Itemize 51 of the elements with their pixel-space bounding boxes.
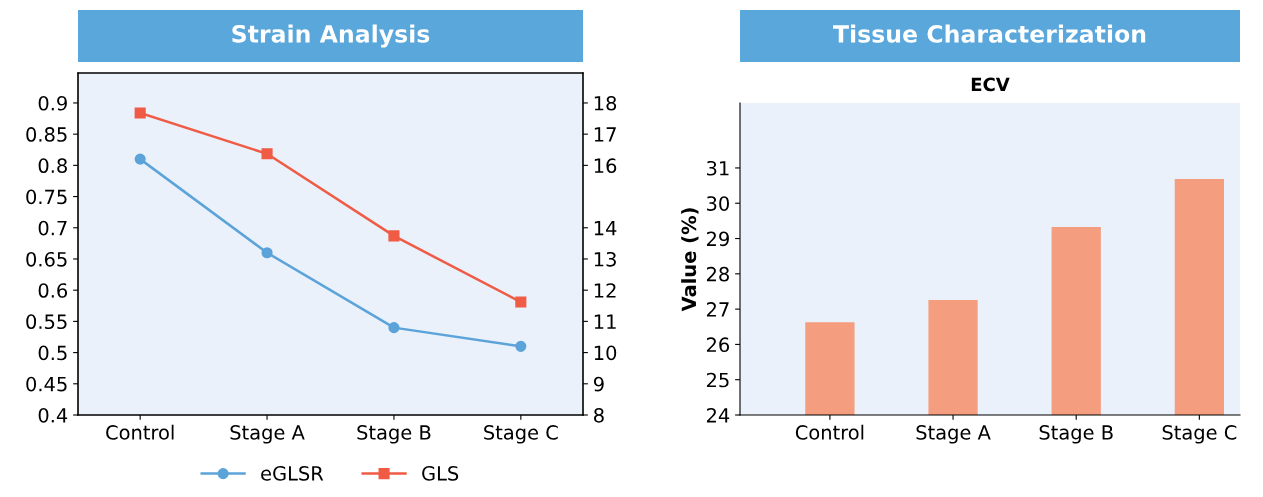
y-tick-label: 31 [707, 160, 729, 176]
y-tick-label: 0.4 [38, 407, 68, 423]
y-tick-label: 25 [706, 372, 729, 388]
y2-tick-label: 8 [594, 407, 604, 423]
point [134, 107, 146, 119]
y2-tick-label: 9 [593, 376, 604, 392]
x-tick-label: Stage C [1162, 425, 1237, 444]
point [515, 340, 527, 352]
x-tick-label: Stage B [1039, 425, 1113, 444]
point [134, 153, 146, 165]
chart-title: Tissue Characterization [833, 24, 1146, 43]
y-tick-label: 0.8 [38, 158, 67, 174]
y-tick-label: 0.65 [26, 251, 67, 267]
y-tick-label: 0.75 [26, 189, 67, 205]
y2-tick-label: 17 [594, 127, 616, 142]
chart-title: Strain Analysis [232, 24, 430, 48]
x-tick-label: Stage B [357, 425, 431, 444]
point [388, 322, 400, 334]
x-tick-label: Control [106, 424, 174, 440]
y-tick-label: 27 [706, 302, 729, 317]
y2-tick-label: 12 [594, 283, 616, 298]
y-tick-label: 30 [707, 196, 729, 211]
y-tick-label: 0.45 [26, 376, 67, 392]
y-tick-label: 0.85 [26, 127, 67, 142]
point [388, 230, 400, 242]
y-tick-label: 0.9 [38, 95, 67, 111]
point [515, 296, 527, 308]
point [261, 247, 273, 259]
y-tick-label: 0.55 [26, 314, 67, 330]
y2-tick-label: 16 [594, 158, 617, 174]
y-tick-label: 26 [706, 337, 730, 353]
y-tick-label: 28 [706, 266, 729, 282]
legend-label: eGLSR [261, 465, 324, 481]
y-tick-label: 0.6 [38, 283, 68, 298]
x-tick-label: Control [795, 424, 864, 440]
chart-subtitle: ECV [971, 77, 1010, 92]
x-tick-label: Stage C [484, 425, 558, 444]
x-tick-label: Stage A [230, 425, 305, 444]
legend-label: GLS [422, 465, 459, 481]
y2-tick-label: 13 [594, 251, 616, 267]
y-tick-label: 24 [706, 407, 730, 423]
y2-tick-label: 14 [594, 220, 617, 236]
y-tick-label: 0.7 [38, 220, 67, 236]
y-axis-title: Value (%) [681, 208, 699, 312]
point [261, 148, 273, 160]
x-tick-label: Stage A [916, 425, 991, 444]
y-tick-label: 0.5 [38, 345, 67, 361]
y-tick-label: 29 [706, 231, 729, 247]
y2-tick-label: 11 [594, 314, 616, 329]
y2-tick-label: 18 [594, 95, 617, 111]
y2-tick-label: 10 [594, 345, 617, 361]
